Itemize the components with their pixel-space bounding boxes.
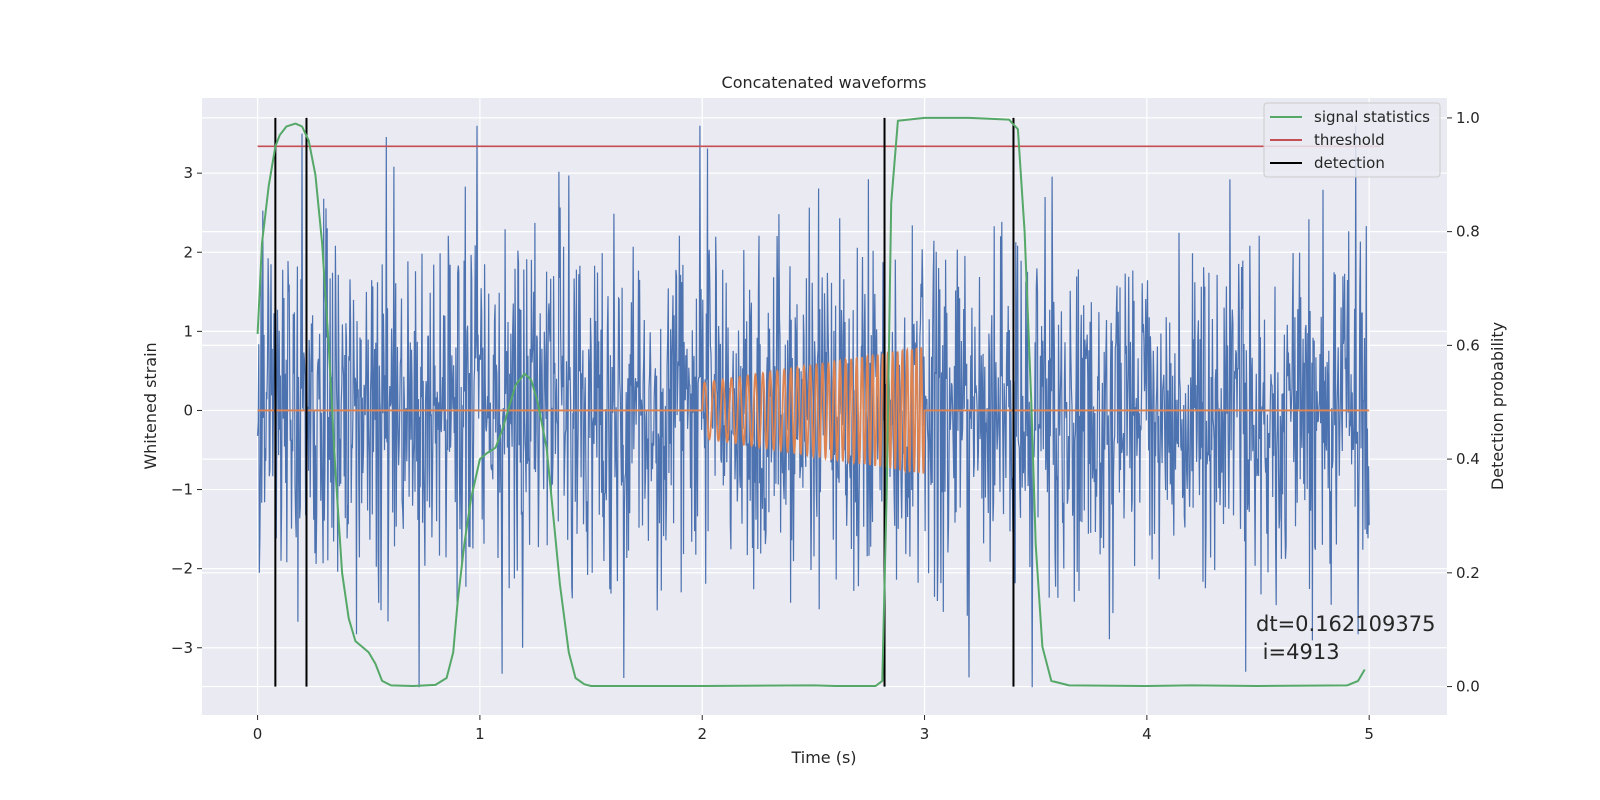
legend-label-threshold: threshold — [1314, 131, 1385, 149]
y-tick-label: 0 — [183, 401, 193, 419]
x-axis-title: Time (s) — [790, 748, 856, 767]
legend-label-signal-statistics: signal statistics — [1314, 108, 1430, 126]
legend-box — [1263, 102, 1441, 178]
y-tick-label: −3 — [171, 639, 193, 657]
strain-series — [257, 125, 1370, 688]
x-tick-label: 5 — [1364, 725, 1374, 743]
signal-statistics-line — [256, 116, 1366, 687]
y-tick-label: 3 — [183, 164, 193, 182]
y-right-tick-label: 0.2 — [1456, 564, 1480, 582]
y-right-tick-label: 0.8 — [1456, 223, 1480, 241]
chart-title: Concatenated waveforms — [722, 73, 927, 92]
strain-line — [257, 125, 1370, 688]
x-tick-label: 1 — [475, 725, 485, 743]
y-right-tick-label: 0.4 — [1456, 450, 1480, 468]
y-right-tick-label: 0.6 — [1456, 336, 1480, 354]
axes: 0 1 2 3 4 5 −3 −2 −1 0 1 2 3 0.0 0.2 0.4 0.6 0.8 1.0 — [171, 109, 1480, 743]
y-right-tick-label: 1.0 — [1456, 109, 1480, 127]
x-tick-label: 4 — [1142, 725, 1152, 743]
y-tick-label: 1 — [183, 322, 193, 340]
injection-series — [257, 346, 1370, 474]
x-tick-label: 2 — [697, 725, 707, 743]
signal-statistics-series — [256, 116, 1366, 687]
y-right-tick-label: 0.0 — [1456, 678, 1480, 696]
x-tick-label: 3 — [920, 725, 930, 743]
annotation-dt: dt=0.162109375 — [1256, 612, 1435, 636]
y-tick-label: −2 — [171, 560, 193, 578]
y-axis-title: Whitened strain — [141, 342, 160, 469]
y-axis-right-title: Detection probability — [1488, 322, 1507, 490]
y-tick-label: 2 — [183, 243, 193, 261]
y-tick-label: −1 — [171, 481, 193, 499]
annotation-index: i=4913 — [1256, 640, 1340, 664]
legend-label-detection: detection — [1314, 154, 1385, 172]
legend: signal statistics threshold detection — [1263, 102, 1441, 178]
injection-line — [257, 346, 1370, 474]
x-tick-label: 0 — [253, 725, 263, 743]
